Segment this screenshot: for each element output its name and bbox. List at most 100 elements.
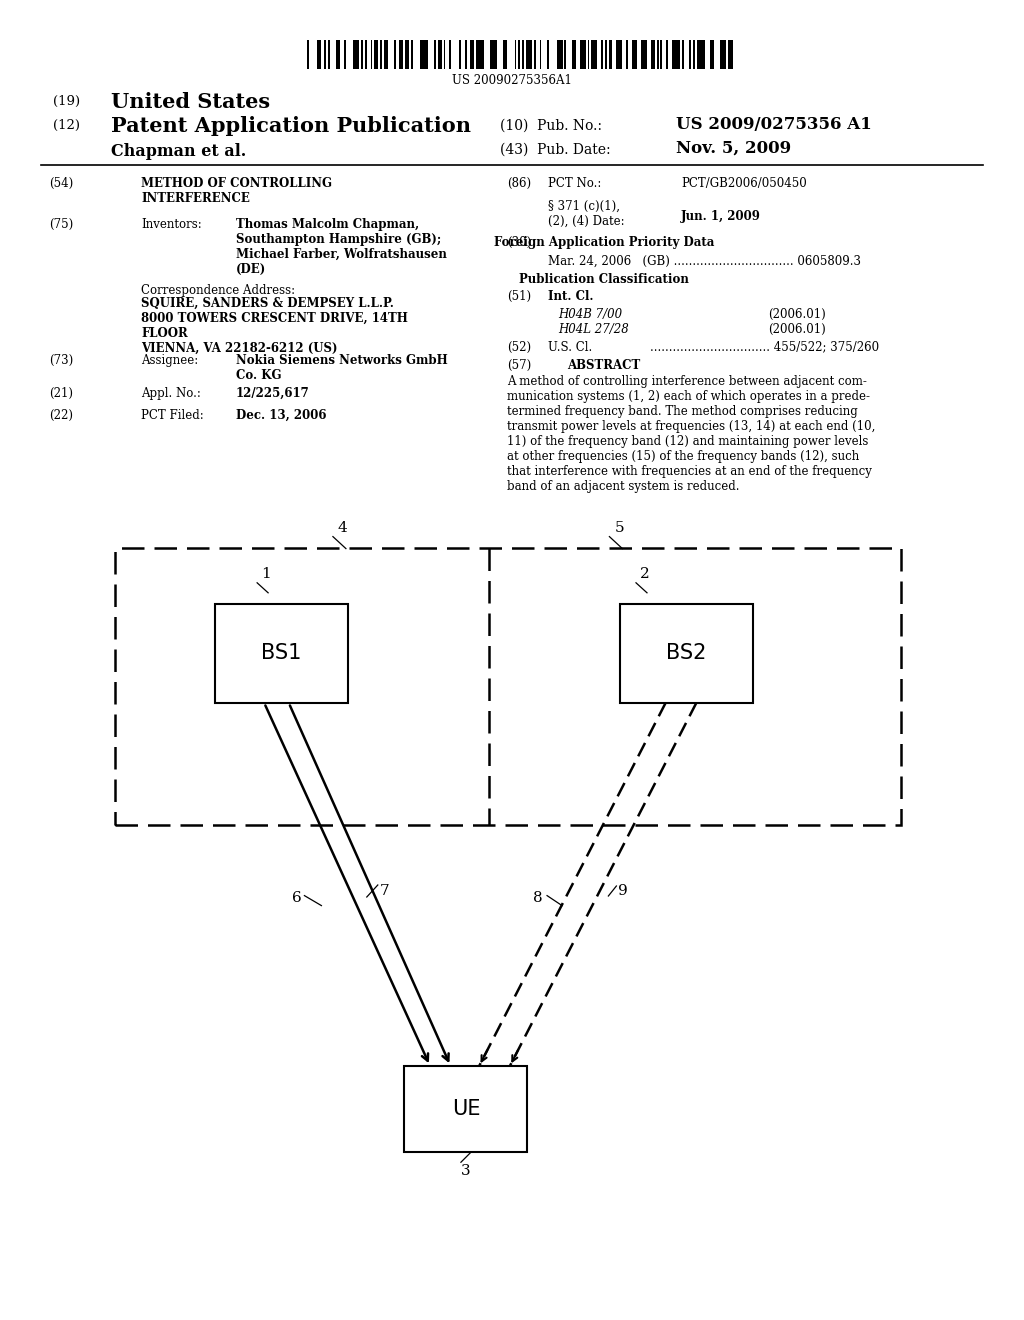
- Bar: [693, 40, 695, 69]
- Text: Jun. 1, 2009: Jun. 1, 2009: [681, 210, 761, 223]
- Text: Int. Cl.: Int. Cl.: [548, 290, 593, 304]
- Text: Assignee:: Assignee:: [141, 354, 199, 367]
- Text: United States: United States: [111, 92, 269, 112]
- Bar: [438, 40, 441, 69]
- Text: Nokia Siemens Networks GmbH
Co. KG: Nokia Siemens Networks GmbH Co. KG: [236, 354, 447, 381]
- Text: US 2009/0275356 A1: US 2009/0275356 A1: [676, 116, 871, 133]
- Text: 1: 1: [261, 566, 271, 581]
- Text: (12): (12): [53, 119, 80, 132]
- Bar: [641, 40, 647, 69]
- Bar: [656, 40, 658, 69]
- Text: Chapman et al.: Chapman et al.: [111, 143, 246, 160]
- Bar: [608, 40, 612, 69]
- Text: 3: 3: [461, 1164, 471, 1179]
- Bar: [728, 40, 733, 69]
- Text: PCT/GB2006/050450: PCT/GB2006/050450: [681, 177, 807, 190]
- Bar: [557, 40, 562, 69]
- Text: § 371 (c)(1),
(2), (4) Date:: § 371 (c)(1), (2), (4) Date:: [548, 199, 625, 227]
- Bar: [465, 40, 467, 69]
- Bar: [588, 40, 590, 69]
- Text: (57): (57): [507, 359, 531, 372]
- Text: BS1: BS1: [261, 643, 302, 664]
- Bar: [514, 40, 516, 69]
- Text: 12/225,617: 12/225,617: [236, 387, 309, 400]
- Bar: [522, 40, 524, 69]
- Bar: [689, 40, 691, 69]
- Bar: [434, 40, 436, 69]
- Bar: [518, 40, 520, 69]
- Bar: [384, 40, 388, 69]
- Text: (22): (22): [49, 409, 73, 422]
- Text: 9: 9: [618, 884, 628, 898]
- Text: (21): (21): [49, 387, 73, 400]
- Bar: [601, 40, 603, 69]
- Bar: [399, 40, 403, 69]
- Bar: [344, 40, 345, 69]
- Bar: [540, 40, 542, 69]
- Text: Dec. 13, 2006: Dec. 13, 2006: [236, 409, 326, 422]
- Text: 2: 2: [640, 566, 650, 581]
- Text: Foreign Application Priority Data: Foreign Application Priority Data: [494, 236, 715, 249]
- Bar: [329, 40, 330, 69]
- Bar: [404, 1067, 527, 1151]
- Text: BS2: BS2: [666, 643, 707, 664]
- Text: US 20090275356A1: US 20090275356A1: [452, 74, 572, 87]
- Text: PCT Filed:: PCT Filed:: [141, 409, 204, 422]
- Bar: [450, 40, 452, 69]
- Bar: [307, 40, 309, 69]
- Bar: [353, 40, 359, 69]
- Bar: [470, 40, 474, 69]
- Bar: [620, 605, 753, 702]
- Bar: [380, 40, 382, 69]
- Bar: [682, 40, 683, 69]
- Bar: [443, 40, 445, 69]
- Text: 5: 5: [614, 520, 624, 535]
- Bar: [660, 40, 663, 69]
- Bar: [325, 40, 327, 69]
- Bar: [632, 40, 637, 69]
- Text: METHOD OF CONTROLLING
INTERFERENCE: METHOD OF CONTROLLING INTERFERENCE: [141, 177, 333, 205]
- Text: SQUIRE, SANDERS & DEMPSEY L.L.P.
8000 TOWERS CRESCENT DRIVE, 14TH
FLOOR
VIENNA, : SQUIRE, SANDERS & DEMPSEY L.L.P. 8000 TO…: [141, 297, 409, 355]
- Text: UE: UE: [452, 1098, 480, 1119]
- Bar: [626, 40, 628, 69]
- Text: Mar. 24, 2006   (GB) ................................ 0605809.3: Mar. 24, 2006 (GB) .....................…: [548, 255, 861, 268]
- Text: (10)  Pub. No.:: (10) Pub. No.:: [500, 119, 602, 133]
- Bar: [667, 40, 668, 69]
- Bar: [115, 548, 901, 825]
- Bar: [215, 605, 348, 702]
- Text: Patent Application Publication: Patent Application Publication: [111, 116, 471, 136]
- Bar: [360, 40, 362, 69]
- Bar: [459, 40, 461, 69]
- Text: 6: 6: [292, 891, 301, 904]
- Bar: [720, 40, 726, 69]
- Bar: [526, 40, 531, 69]
- Bar: [365, 40, 367, 69]
- Text: (73): (73): [49, 354, 74, 367]
- Text: (2006.01): (2006.01): [768, 308, 825, 321]
- Bar: [711, 40, 714, 69]
- Bar: [489, 40, 498, 69]
- Bar: [476, 40, 484, 69]
- Bar: [572, 40, 575, 69]
- Text: (51): (51): [507, 290, 531, 304]
- Text: (86): (86): [507, 177, 531, 190]
- Text: U.S. Cl.: U.S. Cl.: [548, 341, 592, 354]
- Text: (2006.01): (2006.01): [768, 323, 825, 337]
- Text: (52): (52): [507, 341, 531, 354]
- Bar: [547, 40, 549, 69]
- Text: ................................ 455/522; 375/260: ................................ 455/522…: [650, 341, 880, 354]
- Bar: [534, 40, 536, 69]
- Text: H04L 27/28: H04L 27/28: [558, 323, 629, 337]
- Bar: [411, 40, 413, 69]
- Bar: [564, 40, 566, 69]
- Bar: [406, 40, 409, 69]
- Text: Inventors:: Inventors:: [141, 218, 202, 231]
- Text: (30): (30): [507, 236, 531, 249]
- Text: Appl. No.:: Appl. No.:: [141, 387, 201, 400]
- Bar: [421, 40, 428, 69]
- Bar: [651, 40, 654, 69]
- Text: (43)  Pub. Date:: (43) Pub. Date:: [500, 143, 610, 157]
- Bar: [616, 40, 622, 69]
- Text: 7: 7: [380, 884, 389, 898]
- Text: (54): (54): [49, 177, 74, 190]
